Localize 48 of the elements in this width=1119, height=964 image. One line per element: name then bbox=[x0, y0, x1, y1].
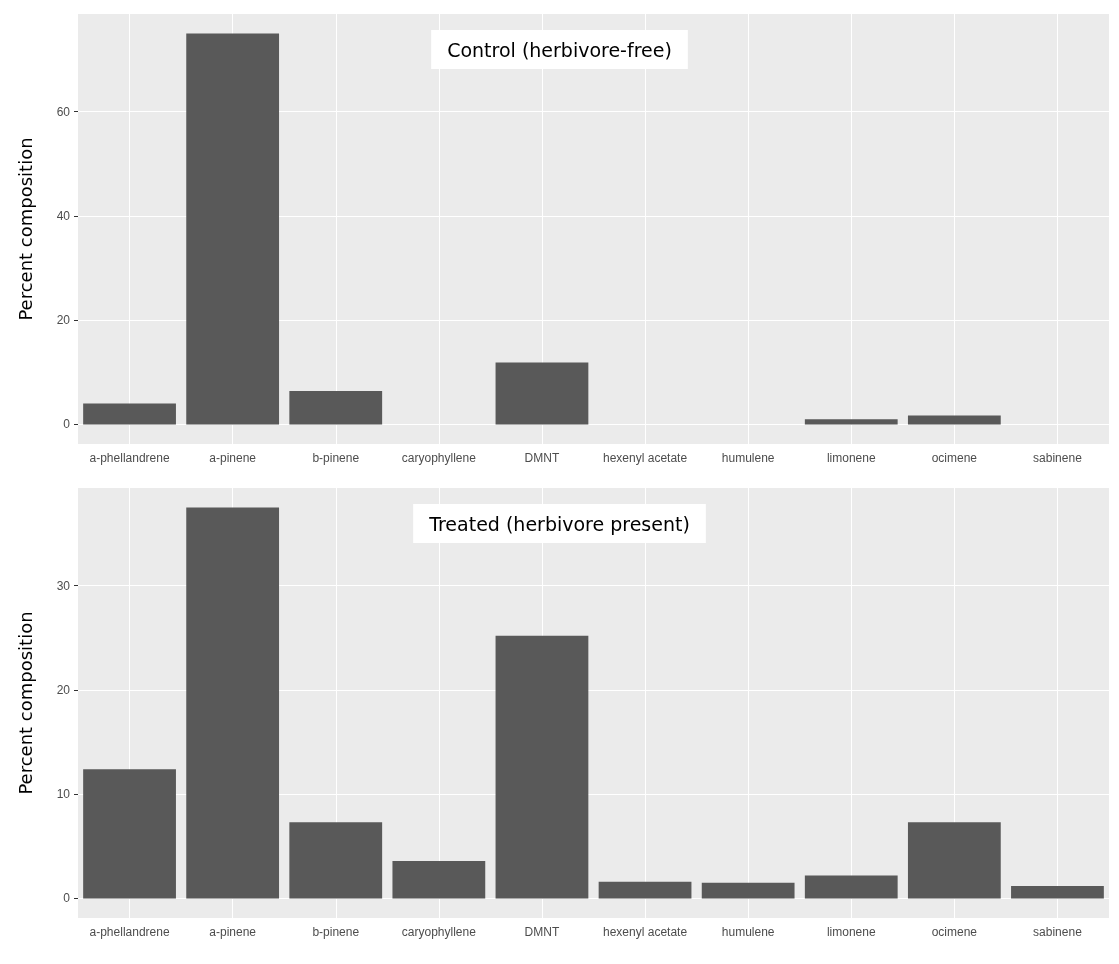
x-tick-label: caryophyllene bbox=[401, 451, 477, 465]
bar bbox=[804, 875, 898, 899]
bar bbox=[186, 507, 280, 899]
bar bbox=[495, 635, 589, 899]
x-tick-label: humulene bbox=[721, 451, 775, 465]
x-tick-label: DMNT bbox=[524, 925, 560, 939]
y-tick-label: 60 bbox=[56, 104, 71, 119]
bar bbox=[701, 882, 795, 899]
bar bbox=[392, 860, 486, 899]
bar bbox=[83, 403, 176, 425]
x-tick-label: a-pinene bbox=[209, 925, 257, 939]
bar bbox=[83, 769, 176, 899]
x-tick-label: b-pinene bbox=[312, 451, 360, 465]
bar bbox=[907, 822, 1001, 899]
text: Treated (herbivore present) bbox=[428, 512, 690, 535]
x-tick-label: humulene bbox=[721, 925, 775, 939]
y-tick-label: 20 bbox=[56, 313, 71, 328]
x-tick-label: DMNT bbox=[524, 451, 560, 465]
bar bbox=[289, 822, 383, 899]
x-tick-label: limonene bbox=[826, 925, 876, 939]
x-tick-label: sabinene bbox=[1033, 451, 1083, 465]
x-tick-label: a-phellandrene bbox=[89, 925, 170, 939]
x-tick-label: hexenyl acetate bbox=[603, 925, 688, 939]
bar bbox=[495, 362, 589, 425]
x-tick-label: b-pinene bbox=[312, 925, 360, 939]
bar bbox=[804, 419, 898, 425]
bar bbox=[1011, 885, 1104, 899]
bar bbox=[186, 33, 280, 425]
bar bbox=[289, 391, 383, 425]
y-tick-label: 40 bbox=[56, 208, 71, 223]
x-tick-label: a-phellandrene bbox=[89, 451, 170, 465]
y-tick-label: 0 bbox=[63, 891, 71, 906]
x-tick-label: caryophyllene bbox=[401, 925, 477, 939]
x-tick-label: a-pinene bbox=[209, 451, 257, 465]
x-tick-label: ocimene bbox=[931, 451, 978, 465]
bar bbox=[598, 881, 692, 899]
y-tick-label: 0 bbox=[63, 417, 71, 432]
bar bbox=[907, 415, 1001, 425]
y-axis-title: Percent composition bbox=[14, 137, 36, 321]
x-tick-label: ocimene bbox=[931, 925, 978, 939]
y-tick-label: 10 bbox=[56, 787, 71, 802]
y-tick-label: 20 bbox=[56, 682, 71, 697]
x-tick-label: limonene bbox=[826, 451, 876, 465]
text: Control (herbivore-free) bbox=[447, 38, 672, 61]
x-tick-label: hexenyl acetate bbox=[603, 451, 688, 465]
y-tick-label: 30 bbox=[56, 578, 71, 593]
x-tick-label: sabinene bbox=[1033, 925, 1083, 939]
y-axis-title: Percent composition bbox=[14, 611, 36, 795]
